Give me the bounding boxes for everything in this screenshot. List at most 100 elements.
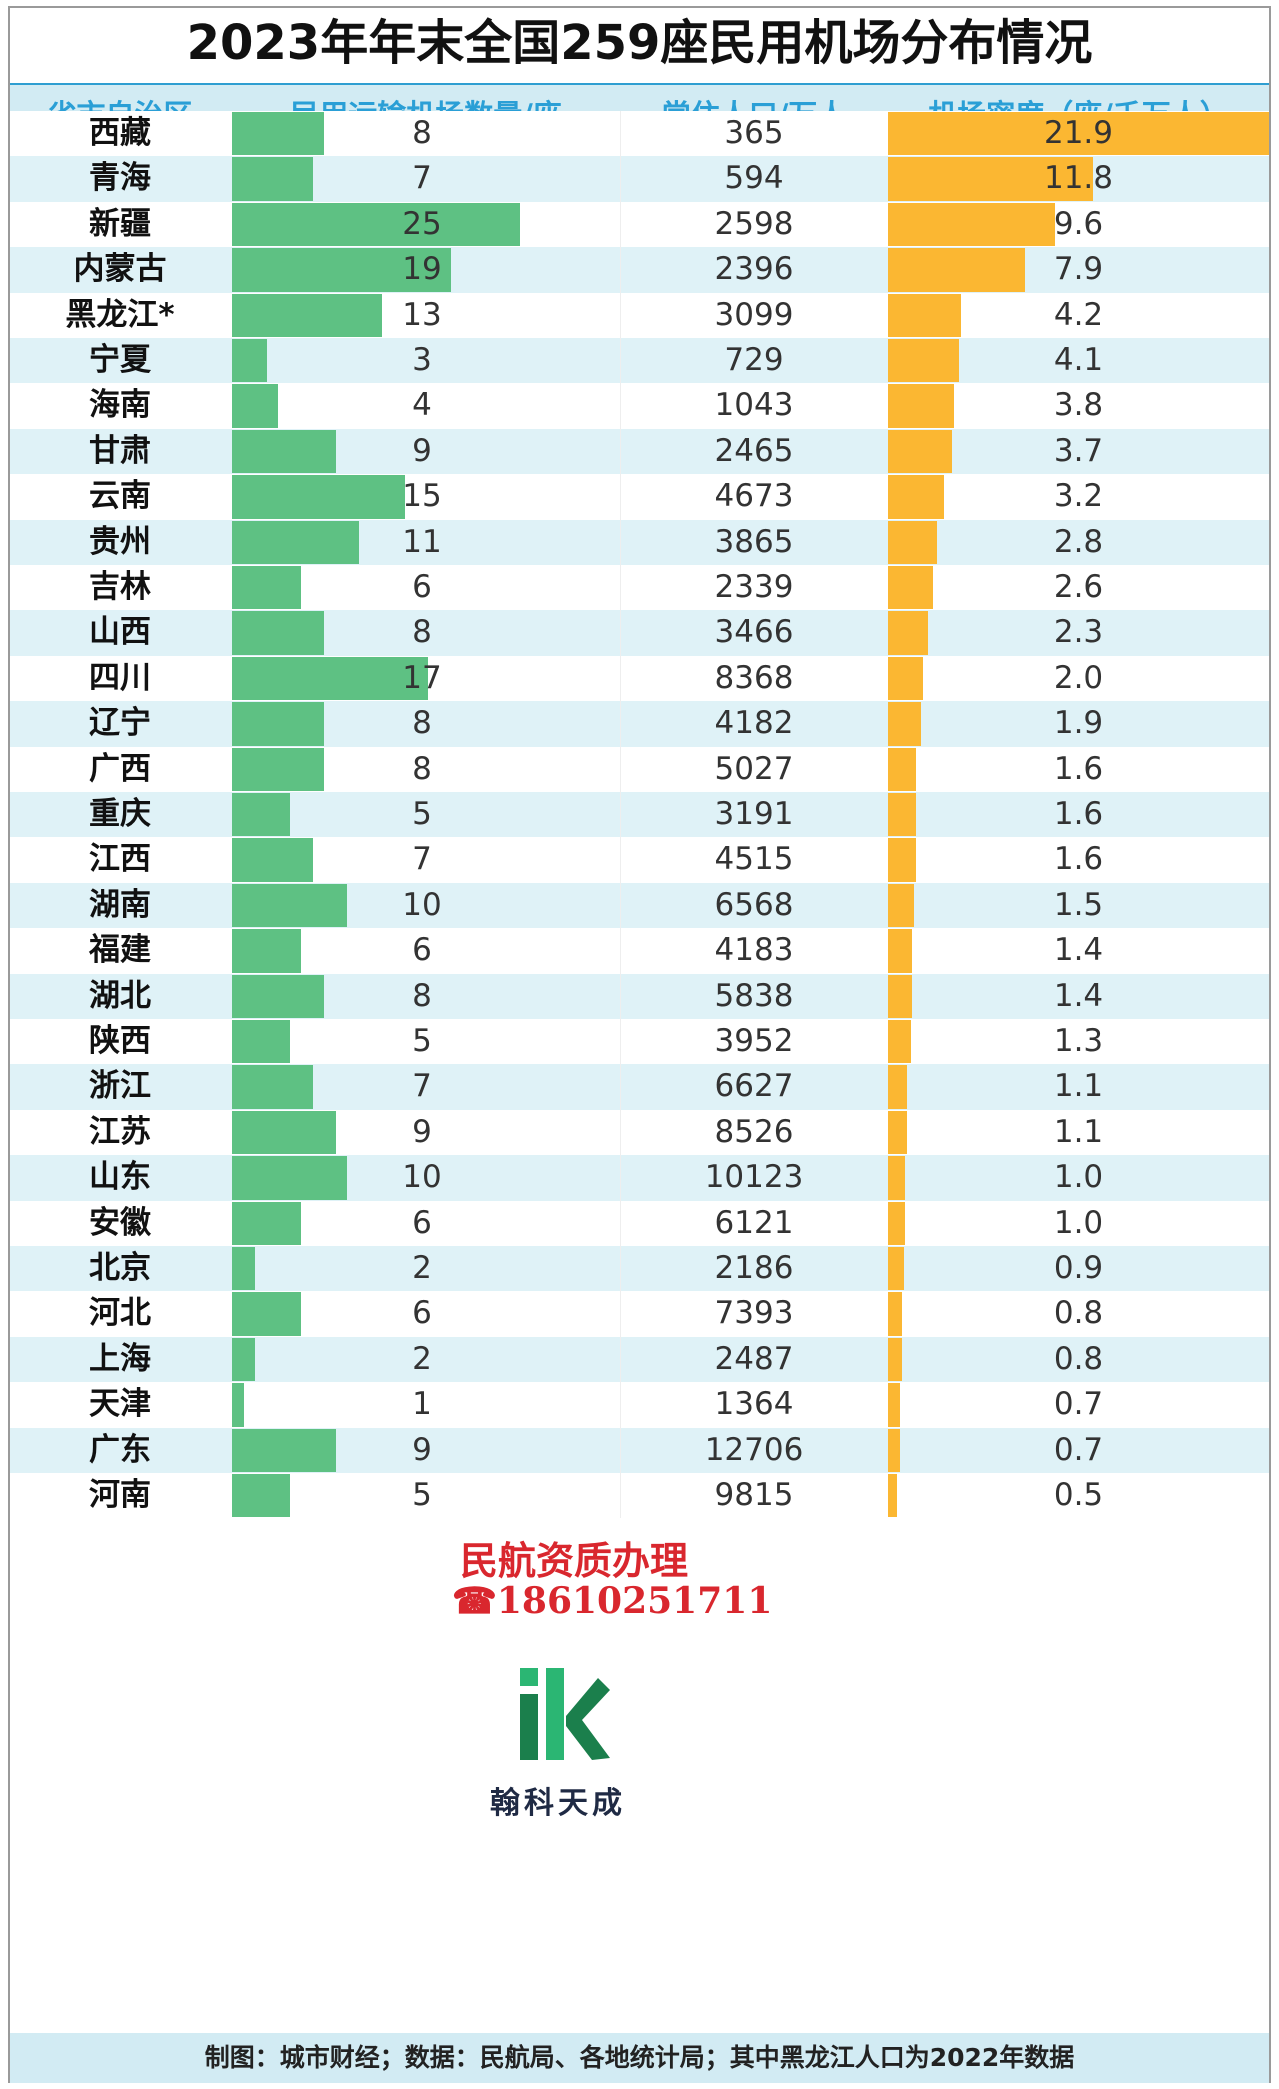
column-divider <box>620 1336 621 1383</box>
airport-count-value: 1 <box>412 1386 432 1423</box>
column-divider <box>620 338 621 384</box>
column-divider <box>620 928 621 974</box>
province-label: 贵州 <box>89 523 151 560</box>
density-bar <box>888 1247 904 1291</box>
population-value: 594 <box>724 160 784 197</box>
airport-count-value: 8 <box>412 115 432 151</box>
density-value: 2.0 <box>1053 659 1104 696</box>
density-bar <box>888 1383 901 1427</box>
column-divider <box>620 1109 621 1156</box>
density-value: 0.7 <box>1053 1431 1104 1468</box>
airport-count-value: 15 <box>402 478 442 515</box>
density-value: 1.6 <box>1053 750 1104 787</box>
province-label: 广西 <box>89 750 151 787</box>
airport-count-value: 8 <box>412 705 432 742</box>
density-bar <box>888 1201 906 1245</box>
density-bar <box>888 1020 911 1064</box>
density-value: 0.5 <box>1053 1477 1104 1513</box>
density-value: 11.8 <box>1043 160 1114 197</box>
density-value: 1.4 <box>1053 932 1104 969</box>
population-value: 5027 <box>714 750 794 787</box>
column-divider <box>620 565 621 611</box>
airport-count-bar <box>232 747 325 791</box>
province-label: 西藏 <box>89 115 151 151</box>
airport-count-bar <box>232 157 313 201</box>
population-value: 8526 <box>714 1113 794 1150</box>
density-value: 1.1 <box>1053 1068 1104 1105</box>
column-divider <box>620 474 621 520</box>
column-divider <box>620 746 621 792</box>
airport-count-bar <box>232 1156 348 1200</box>
table-row: 上海 2 2487 0.8 <box>10 1336 1269 1383</box>
province-label: 新疆 <box>89 205 151 242</box>
province-label: 浙江 <box>89 1068 151 1105</box>
table-row: 江西 7 4515 1.6 <box>10 837 1269 883</box>
airport-count-bar <box>232 611 325 655</box>
column-divider <box>620 428 621 475</box>
column-divider <box>620 792 621 838</box>
population-value: 12706 <box>704 1431 804 1468</box>
airport-count-bar <box>232 1201 302 1245</box>
airport-count-value: 6 <box>412 1295 432 1332</box>
column-divider <box>620 882 621 929</box>
airport-count-bar <box>232 1110 336 1155</box>
density-bar <box>888 1156 906 1200</box>
watermark-text: 民航资质办理 <box>460 1538 689 1583</box>
table-row: 北京 2 2186 0.9 <box>10 1246 1269 1292</box>
population-value: 1364 <box>714 1386 794 1423</box>
density-bar <box>888 429 953 474</box>
logo-icon <box>520 1668 610 1760</box>
density-bar <box>888 475 944 519</box>
table-row: 新疆 25 2598 9.6 <box>10 201 1269 248</box>
airport-count-value: 9 <box>412 1431 432 1468</box>
airport-count-value: 8 <box>412 614 432 651</box>
province-label: 内蒙古 <box>73 251 167 288</box>
province-label: 黑龙江* <box>65 296 175 333</box>
column-divider <box>620 1246 621 1292</box>
density-bar <box>888 702 922 746</box>
airport-count-value: 7 <box>412 841 432 878</box>
population-value: 2186 <box>714 1250 794 1286</box>
province-label: 福建 <box>89 932 151 969</box>
column-divider <box>620 201 621 248</box>
column-divider <box>620 383 621 429</box>
density-value: 1.4 <box>1053 977 1104 1014</box>
population-value: 9815 <box>714 1477 794 1513</box>
chart-title: 2023年年末全国259座民用机场分布情况 <box>186 15 1093 71</box>
density-bar <box>888 1065 908 1109</box>
airport-count-bar <box>232 248 451 292</box>
density-value: 1.6 <box>1053 841 1104 878</box>
density-bar <box>888 747 916 791</box>
table-row: 浙江 7 6627 1.1 <box>10 1064 1269 1110</box>
airport-count-value: 3 <box>412 342 432 378</box>
airport-count-value: 2 <box>412 1340 432 1377</box>
density-value: 1.6 <box>1053 796 1104 832</box>
column-divider <box>620 1019 621 1065</box>
airport-count-value: 10 <box>402 1159 442 1196</box>
airport-count-value: 8 <box>412 750 432 787</box>
airport-count-value: 6 <box>412 932 432 969</box>
density-value: 7.9 <box>1053 251 1104 288</box>
airport-count-value: 17 <box>402 659 442 696</box>
airport-count-bar <box>232 293 382 337</box>
province-label: 陕西 <box>89 1023 151 1059</box>
province-label: 吉林 <box>89 569 151 605</box>
density-bar <box>888 611 928 655</box>
airport-count-bar <box>232 566 302 610</box>
table-row: 广东 9 12706 0.7 <box>10 1427 1269 1473</box>
column-divider <box>620 973 621 1019</box>
density-value: 1.9 <box>1053 705 1104 742</box>
density-bar <box>888 202 1055 247</box>
column-divider <box>620 610 621 656</box>
airport-count-bar <box>232 112 325 156</box>
table-row: 天津 1 1364 0.7 <box>10 1382 1269 1428</box>
province-label: 上海 <box>89 1340 151 1377</box>
airport-count-bar <box>232 883 348 928</box>
table-row: 辽宁 8 4182 1.9 <box>10 701 1269 747</box>
column-divider <box>620 1427 621 1473</box>
airport-count-value: 5 <box>412 796 432 832</box>
airport-count-value: 2 <box>412 1250 432 1286</box>
population-value: 2465 <box>714 432 794 469</box>
airport-count-bar <box>232 384 279 428</box>
table-row: 山西 8 3466 2.3 <box>10 610 1269 656</box>
